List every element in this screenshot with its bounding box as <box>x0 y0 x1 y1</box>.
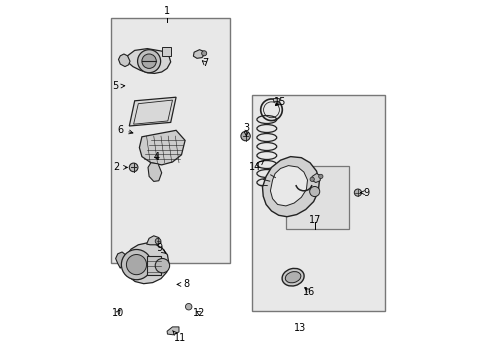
Text: 12: 12 <box>193 308 205 318</box>
Text: 11: 11 <box>172 330 185 343</box>
Circle shape <box>318 174 322 179</box>
Polygon shape <box>129 97 176 126</box>
Circle shape <box>129 163 138 172</box>
Text: 4: 4 <box>153 152 159 162</box>
Text: 7: 7 <box>202 58 207 68</box>
Bar <box>285 166 348 229</box>
Circle shape <box>354 189 361 196</box>
Polygon shape <box>193 50 204 58</box>
Polygon shape <box>270 166 307 206</box>
Text: 9: 9 <box>156 243 165 253</box>
Text: 16: 16 <box>303 287 315 297</box>
Polygon shape <box>127 49 170 73</box>
Polygon shape <box>148 163 162 181</box>
Circle shape <box>241 131 250 141</box>
Polygon shape <box>146 236 161 245</box>
Text: 10: 10 <box>111 308 123 318</box>
Circle shape <box>155 258 169 273</box>
Polygon shape <box>167 327 179 335</box>
Polygon shape <box>139 130 185 165</box>
Text: 14: 14 <box>249 160 264 172</box>
Circle shape <box>155 238 161 244</box>
Text: 5: 5 <box>112 81 124 91</box>
Text: 1: 1 <box>163 6 170 16</box>
Circle shape <box>142 54 156 68</box>
Bar <box>162 47 170 56</box>
Text: 8: 8 <box>177 279 189 289</box>
Bar <box>146 256 161 275</box>
Bar <box>251 95 384 311</box>
Text: 13: 13 <box>294 323 306 333</box>
Bar <box>273 98 278 101</box>
Polygon shape <box>262 157 319 217</box>
Polygon shape <box>115 252 126 268</box>
Text: 9: 9 <box>360 188 369 198</box>
Polygon shape <box>125 243 168 284</box>
Text: 17: 17 <box>308 215 320 225</box>
Circle shape <box>126 255 146 275</box>
Polygon shape <box>118 54 130 67</box>
Circle shape <box>137 50 160 73</box>
Text: 3: 3 <box>243 123 249 136</box>
Ellipse shape <box>282 268 304 286</box>
Circle shape <box>309 177 314 181</box>
Circle shape <box>185 303 192 310</box>
Text: 2: 2 <box>113 162 127 172</box>
Bar <box>111 18 230 263</box>
Circle shape <box>121 249 151 280</box>
Text: 6: 6 <box>117 125 133 135</box>
Circle shape <box>201 51 206 56</box>
Text: 15: 15 <box>274 96 286 107</box>
Ellipse shape <box>285 271 300 283</box>
Circle shape <box>309 186 319 197</box>
Polygon shape <box>311 174 320 183</box>
